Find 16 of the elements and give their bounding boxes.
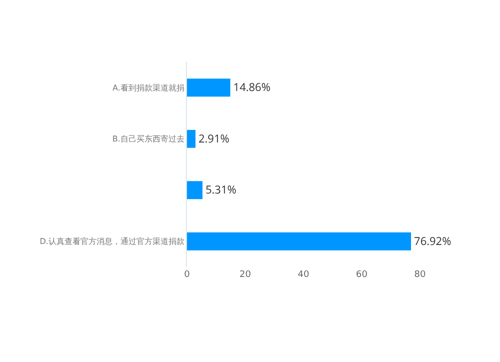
y-tick-label: D.认真查看官方消息，通过官方渠道捐款	[40, 237, 184, 246]
data-label: 76.92%	[414, 234, 452, 249]
x-tick-label: 20	[240, 270, 252, 280]
y-tick-label: A.看到捐款渠道就捐	[112, 83, 184, 92]
y-tick-label: B.自己买东西寄过去	[112, 134, 184, 144]
data-label: 5.31%	[205, 182, 236, 198]
bar	[187, 232, 412, 250]
x-tick-label: 60	[356, 270, 368, 280]
data-label: 14.86%	[233, 80, 270, 96]
x-tick-label: 0	[184, 270, 190, 280]
bar	[187, 78, 230, 97]
x-tick-label: 40	[298, 270, 310, 280]
bar	[187, 130, 196, 148]
x-tick-label: 80	[414, 270, 426, 280]
data-label: 2.91%	[198, 131, 230, 146]
bar	[187, 181, 202, 200]
